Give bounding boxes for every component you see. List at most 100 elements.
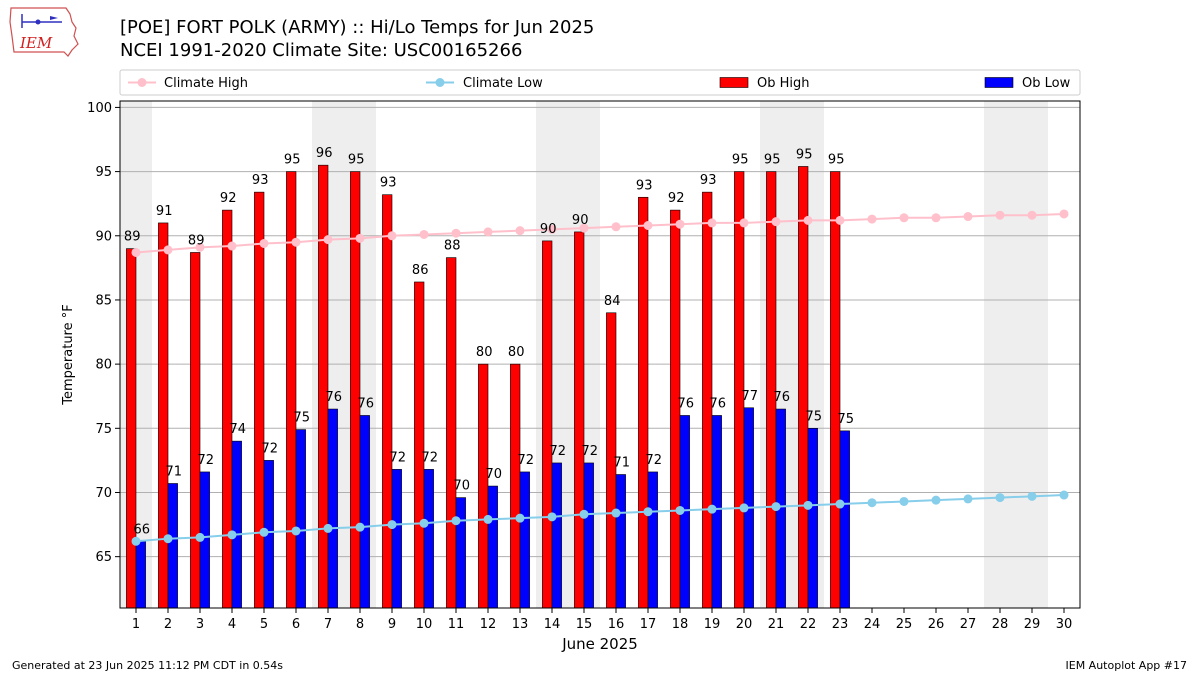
legend-climate-high-label: Climate High (164, 76, 248, 91)
climate-low-point (451, 516, 461, 526)
climate-high-point (227, 241, 237, 251)
climate-low-point (291, 526, 301, 536)
climate-low-point (707, 504, 717, 514)
ob-low-label: 76 (358, 396, 375, 411)
climate-high-point (675, 219, 685, 229)
climate-low-point (803, 500, 813, 510)
ob-high-label: 93 (380, 176, 397, 191)
ob-low-label: 72 (390, 450, 407, 465)
climate-high-point (771, 217, 781, 227)
climate-high-point (355, 233, 365, 243)
climate-high-point (579, 223, 589, 233)
x-tick-label: 22 (800, 617, 817, 632)
ob-high-label: 95 (764, 153, 781, 168)
climate-high-point (291, 237, 301, 247)
legend-ob-low-label: Ob Low (1022, 76, 1071, 91)
ob-high-label: 84 (604, 294, 621, 309)
ob-low-label: 66 (134, 522, 151, 537)
ob-high-label: 92 (220, 191, 237, 206)
ob-high-bar (830, 171, 841, 609)
climate-high-point (419, 229, 429, 239)
ob-high-label: 96 (316, 146, 333, 161)
ob-low-label: 76 (774, 390, 791, 405)
x-tick-label: 5 (260, 617, 268, 632)
ob-low-label: 70 (454, 479, 471, 494)
x-tick-label: 15 (576, 617, 593, 632)
ob-low-label: 72 (550, 444, 567, 459)
ob-low-bar (231, 440, 242, 609)
climate-low-point (323, 523, 333, 533)
ob-high-bar (382, 194, 393, 609)
ob-low-bar (167, 483, 178, 609)
x-axis-label: June 2025 (561, 635, 638, 653)
y-tick-label: 80 (95, 358, 112, 373)
climate-low-point (675, 505, 685, 515)
ob-high-label: 90 (540, 222, 557, 237)
y-tick-label: 70 (95, 486, 112, 501)
ob-high-bar (158, 222, 169, 609)
climate-high-point (195, 242, 205, 252)
climate-high-point (611, 222, 621, 232)
ob-high-label: 95 (796, 147, 813, 162)
x-tick-label: 23 (832, 617, 849, 632)
ob-low-label: 76 (678, 396, 695, 411)
climate-low-line (135, 494, 1065, 543)
x-tick-label: 4 (228, 617, 236, 632)
ob-low-label: 75 (838, 412, 855, 427)
climate-low-point (419, 518, 429, 528)
ob-high-label: 95 (284, 153, 301, 168)
climate-low-point (355, 522, 365, 532)
ob-low-bar (423, 469, 434, 609)
ob-high-label: 92 (668, 191, 685, 206)
x-tick-label: 24 (864, 617, 881, 632)
climate-high-point (931, 213, 941, 223)
legend-ob-high-label: Ob High (757, 76, 810, 91)
climate-high-point (835, 215, 845, 225)
ob-high-bar (510, 363, 521, 609)
x-tick-label: 27 (960, 617, 977, 632)
y-tick-label: 85 (95, 293, 112, 308)
ob-low-bar (327, 408, 338, 609)
ob-low-bar (551, 462, 562, 609)
ob-high-bar (574, 231, 585, 609)
climate-high-point (963, 212, 973, 222)
x-tick-label: 11 (448, 617, 465, 632)
x-tick-label: 7 (324, 617, 332, 632)
ob-high-bar (446, 257, 457, 609)
ob-low-bar (839, 430, 850, 609)
climate-low-point (963, 494, 973, 504)
x-tick-label: 17 (640, 617, 657, 632)
ob-high-label: 80 (508, 345, 525, 360)
ob-high-label: 95 (732, 153, 749, 168)
ob-high-label: 88 (444, 239, 461, 254)
x-tick-label: 18 (672, 617, 689, 632)
climate-low-point (483, 514, 493, 524)
ob-low-bar (583, 462, 594, 609)
climate-low-point (131, 536, 141, 546)
y-tick-label: 90 (95, 229, 112, 244)
ob-high-bar (798, 166, 809, 609)
ob-low-label: 76 (326, 390, 343, 405)
ob-low-label: 72 (582, 444, 599, 459)
x-tick-label: 25 (896, 617, 913, 632)
x-tick-label: 14 (544, 617, 561, 632)
climate-high-line (135, 212, 1065, 254)
ob-high-label: 86 (412, 263, 429, 278)
climate-high-point (707, 218, 717, 228)
climate-high-point (515, 226, 525, 236)
legend-climate-low-label: Climate Low (463, 76, 543, 91)
weekend-shade (984, 101, 1016, 608)
ob-high-bar (126, 248, 137, 609)
ob-high-label: 89 (124, 230, 141, 245)
climate-low-point (387, 520, 397, 530)
ob-low-label: 72 (518, 453, 535, 468)
climate-low-point (259, 527, 269, 537)
ob-high-bar (638, 196, 649, 609)
ob-low-label: 74 (230, 422, 247, 437)
plot-frame (119, 100, 1081, 609)
climate-low-point (195, 532, 205, 542)
climate-low-point (547, 512, 557, 522)
ob-low-label: 71 (614, 456, 631, 471)
ob-low-label: 72 (262, 441, 279, 456)
